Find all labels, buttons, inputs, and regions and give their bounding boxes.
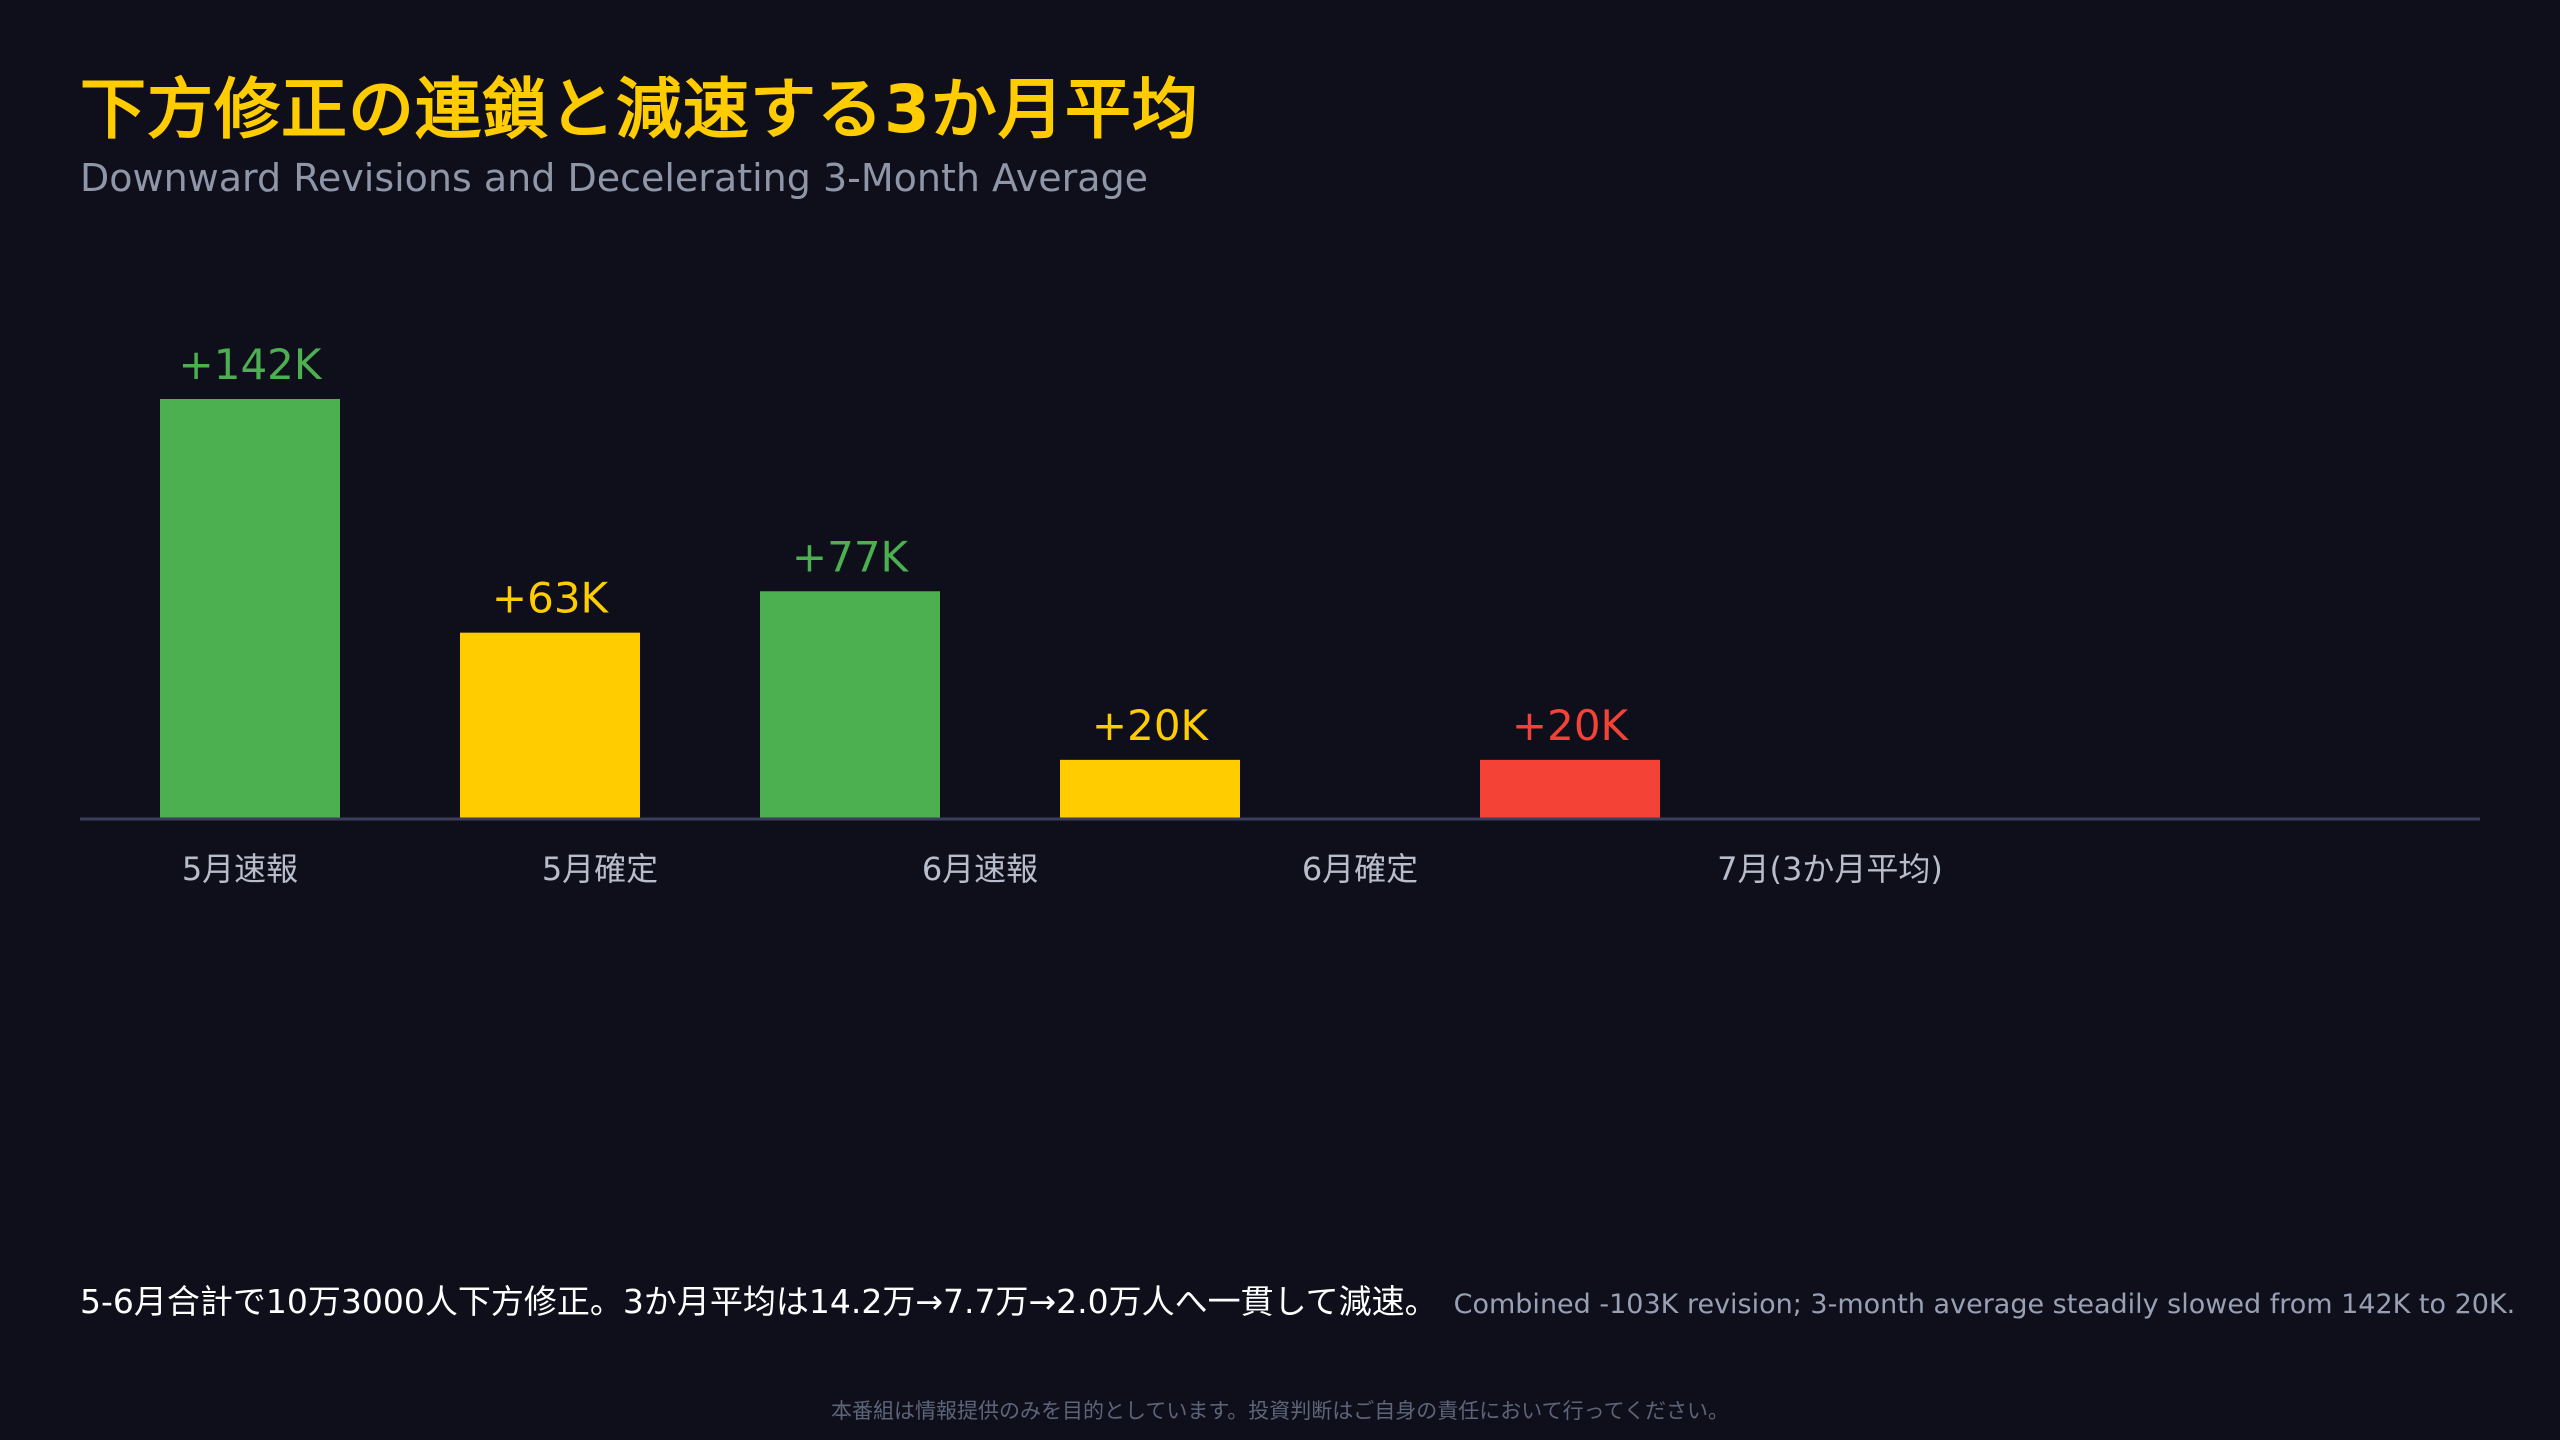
bar-3 <box>1060 759 1240 819</box>
bar-0 <box>160 399 340 819</box>
data-label-2: +77K <box>792 532 910 581</box>
summary-en: Combined -103K revision; 3-month average… <box>1453 1289 2516 1320</box>
category-label-1: 5月確定 <box>542 850 658 888</box>
data-label-4: +20K <box>1512 701 1630 750</box>
category-label-2: 6月速報 <box>922 850 1038 888</box>
data-label-3: +20K <box>1092 701 1210 750</box>
bar-chart: +142K 5月速報 +63K 5月確定 +77K 6月速報 +20K 6月確定 +20K 7月(… <box>80 340 2480 888</box>
category-label-4: 7月(3か月平均) <box>1717 850 1943 888</box>
data-label-0: +142K <box>179 340 323 389</box>
bar-2 <box>760 591 940 819</box>
category-label-3: 6月確定 <box>1302 850 1418 888</box>
disclaimer: 本番組は情報提供のみを目的としています。投資判断はご自身の責任において行ってくだ… <box>831 1399 1729 1423</box>
page-title: 下方修正の連鎖と減速する3か月平均 <box>80 71 1199 148</box>
data-label-1: +63K <box>492 574 610 623</box>
bar-1 <box>460 632 640 819</box>
category-label-0: 5月速報 <box>182 850 298 888</box>
page-subtitle: Downward Revisions and Decelerating 3-Mo… <box>80 156 1149 200</box>
summary-note: 5-6月合計で10万3000人下方修正。3か月平均は14.2万→7.7万→2.0… <box>80 1275 2515 1323</box>
bar-4 <box>1480 759 1660 819</box>
summary-jp: 5-6月合計で10万3000人下方修正。3か月平均は14.2万→7.7万→2.0… <box>80 1282 1438 1321</box>
